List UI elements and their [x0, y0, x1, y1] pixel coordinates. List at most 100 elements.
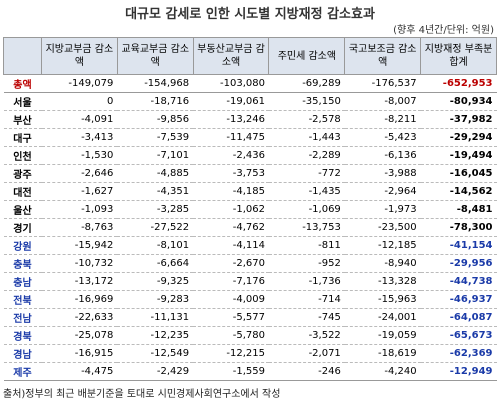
value-cell: -103,080 [193, 74, 269, 93]
value-cell: -714 [268, 290, 345, 309]
value-cell: -7,176 [193, 272, 269, 291]
table-row: 인천 -1,530 -7,101 -2,436 -2,289 -6,136 -19,494 [3, 146, 497, 165]
value-cell: -29,956 [420, 254, 497, 273]
region-cell: 충남 [3, 272, 42, 291]
value-cell: -3,988 [344, 164, 421, 183]
value-cell: -246 [268, 362, 345, 381]
value-cell: -12,185 [344, 236, 421, 255]
value-cell: -41,154 [420, 236, 497, 255]
value-cell: -24,001 [344, 308, 421, 327]
value-cell: -13,328 [344, 272, 421, 291]
value-cell: -19,061 [193, 92, 269, 111]
value-cell: -154,968 [117, 74, 194, 93]
value-cell: -9,325 [117, 272, 194, 291]
table-row: 대구 -3,413 -7,539 -11,475 -1,443 -5,423 -29,294 [3, 128, 497, 147]
region-cell: 경북 [3, 326, 42, 345]
table-row: 울산 -1,093 -3,285 -1,062 -1,069 -1,973 -8,481 [3, 200, 497, 219]
header-cell: 주민세 감소액 [268, 37, 346, 75]
value-cell: -811 [268, 236, 345, 255]
table-row: 강원 -15,942 -8,101 -4,114 -811 -12,185 -41,154 [3, 236, 497, 255]
table-row: 경북 -25,078 -12,235 -5,780 -3,522 -19,059 -65,6… [3, 326, 497, 345]
table-body: 총액 -149,079 -154,968 -103,080 -69,289 -176,53… [3, 74, 497, 381]
header-cell: 지방교부금 감소액 [41, 37, 118, 75]
value-cell: -65,673 [420, 326, 497, 345]
value-cell: -1,435 [268, 182, 345, 201]
value-cell: -6,136 [344, 146, 421, 165]
region-cell: 경남 [3, 344, 42, 363]
value-cell: -652,953 [420, 74, 497, 93]
value-cell: -8,763 [41, 218, 118, 237]
value-cell: -10,732 [41, 254, 118, 273]
header-cell: 부동산교부금 감소액 [192, 37, 270, 75]
header-cell: 교육교부금 감소액 [116, 37, 194, 75]
value-cell: -7,539 [117, 128, 194, 147]
region-cell: 대전 [3, 182, 42, 201]
value-cell: -4,009 [193, 290, 269, 309]
value-cell: -15,963 [344, 290, 421, 309]
table-row: 충남 -13,172 -9,325 -7,176 -1,736 -13,328 -44,73… [3, 272, 497, 291]
value-cell: 0 [41, 92, 118, 111]
value-cell: -19,059 [344, 326, 421, 345]
value-cell: -62,369 [420, 344, 497, 363]
value-cell: -37,982 [420, 110, 497, 129]
value-cell: -2,670 [193, 254, 269, 273]
region-cell: 총액 [3, 74, 42, 93]
value-cell: -1,736 [268, 272, 345, 291]
value-cell: -27,522 [117, 218, 194, 237]
header-row: 지방교부금 감소액 교육교부금 감소액 부동산교부금 감소액 주민세 감소액 국고보조금… [3, 37, 497, 75]
value-cell: -5,423 [344, 128, 421, 147]
region-cell: 서울 [3, 92, 42, 111]
value-cell: -8,211 [344, 110, 421, 129]
value-cell: -18,716 [117, 92, 194, 111]
value-cell: -2,578 [268, 110, 345, 129]
value-cell: -9,283 [117, 290, 194, 309]
value-cell: -4,762 [193, 218, 269, 237]
value-cell: -23,500 [344, 218, 421, 237]
value-cell: -1,973 [344, 200, 421, 219]
value-cell: -772 [268, 164, 345, 183]
region-cell: 인천 [3, 146, 42, 165]
value-cell: -3,285 [117, 200, 194, 219]
header-cell [3, 37, 42, 75]
value-cell: -19,494 [420, 146, 497, 165]
value-cell: -5,577 [193, 308, 269, 327]
table-row: 경남 -16,915 -12,549 -12,215 -2,071 -18,619 -62,… [3, 344, 497, 363]
value-cell: -35,150 [268, 92, 345, 111]
value-cell: -1,443 [268, 128, 345, 147]
value-cell: -25,078 [41, 326, 118, 345]
value-cell: -16,915 [41, 344, 118, 363]
value-cell: -4,114 [193, 236, 269, 255]
region-cell: 경기 [3, 218, 42, 237]
value-cell: -22,633 [41, 308, 118, 327]
value-cell: -78,300 [420, 218, 497, 237]
region-cell: 울산 [3, 200, 42, 219]
value-cell: -1,069 [268, 200, 345, 219]
region-cell: 충북 [3, 254, 42, 273]
value-cell: -1,627 [41, 182, 118, 201]
value-cell: -29,294 [420, 128, 497, 147]
value-cell: -1,530 [41, 146, 118, 165]
region-cell: 전남 [3, 308, 42, 327]
value-cell: -8,101 [117, 236, 194, 255]
value-cell: -80,934 [420, 92, 497, 111]
value-cell: -3,753 [193, 164, 269, 183]
value-cell: -18,619 [344, 344, 421, 363]
value-cell: -8,940 [344, 254, 421, 273]
value-cell: -149,079 [41, 74, 118, 93]
table-row: 충북 -10,732 -6,664 -2,670 -952 -8,940 -29,956 [3, 254, 497, 273]
value-cell: -2,436 [193, 146, 269, 165]
value-cell: -9,856 [117, 110, 194, 129]
table-row: 광주 -2,646 -4,885 -3,753 -772 -3,988 -16,045 [3, 164, 497, 183]
table-row: 전남 -22,633 -11,131 -5,577 -745 -24,001 -64,087 [3, 308, 497, 327]
unit-note: (향후 4년간/단위: 억원) [393, 25, 494, 36]
value-cell: -745 [268, 308, 345, 327]
table-row: 총액 -149,079 -154,968 -103,080 -69,289 -176,53… [3, 74, 497, 93]
value-cell: -15,942 [41, 236, 118, 255]
value-cell: -16,045 [420, 164, 497, 183]
value-cell: -13,246 [193, 110, 269, 129]
region-cell: 광주 [3, 164, 42, 183]
value-cell: -2,289 [268, 146, 345, 165]
value-cell: -12,235 [117, 326, 194, 345]
value-cell: -6,664 [117, 254, 194, 273]
